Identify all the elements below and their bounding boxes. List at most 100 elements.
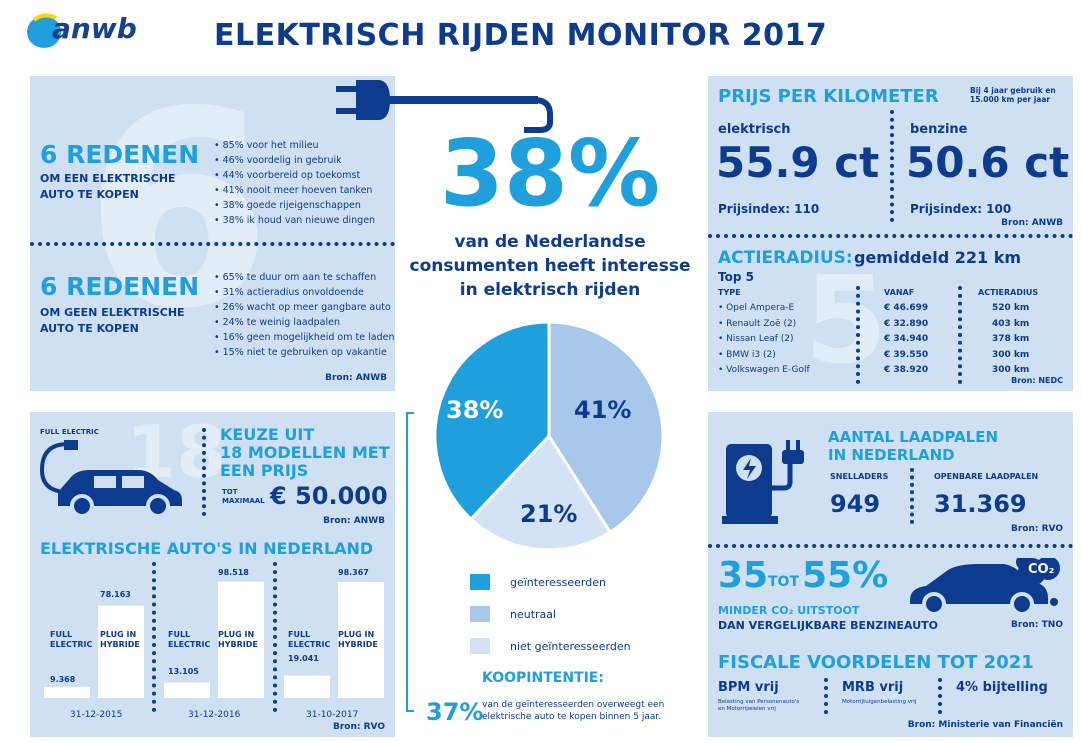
legend-swatch <box>470 638 490 654</box>
divider <box>202 428 206 516</box>
chargers-title2: IN NEDERLAND <box>828 446 955 464</box>
reasons-against-sub2: AUTO TE KOPEN <box>40 322 139 335</box>
legend-item: neutraal <box>470 598 631 630</box>
list-item: 24% te weinig laadpalen <box>214 315 394 330</box>
car-co2-icon <box>910 558 1060 616</box>
range-price-list: € 46.699 € 32.890 € 34.940 € 39.550 € 38… <box>884 301 928 379</box>
open-label: OPENBARE LAADPALEN <box>934 472 1039 481</box>
koop-text2: elektrische auto te kopen binnen 5 jaar. <box>482 712 662 722</box>
cars-nl-title: ELEKTRISCHE AUTO'S IN NEDERLAND <box>40 539 374 558</box>
pie-slice-not-interested <box>468 433 613 552</box>
full-label-1b: ELECTRIC <box>50 640 93 649</box>
legend-item: geïnteresseerden <box>470 566 631 598</box>
price-km-note2: 15.000 km per jaar <box>970 95 1051 104</box>
co2-line2: DAN VERGELIJKBARE BENZINEAUTO <box>718 619 939 632</box>
table-cell: € 39.550 <box>884 349 929 360</box>
list-item: 38% goede rijeigenschappen <box>214 198 375 213</box>
bar-plug-3 <box>338 581 384 698</box>
plug-label-2: PLUG IN <box>218 630 255 639</box>
chargers-title1: AANTAL LAADPALEN <box>828 428 999 446</box>
table-cell: € 34.940 <box>884 334 929 344</box>
reasons-panel: 6 6 REDENEN OM EEN ELEKTRISCHE AUTO TE K… <box>30 76 395 391</box>
koop-bracket <box>406 412 414 712</box>
table-row: Renault Zoë (2) <box>718 317 810 333</box>
pie-label-neutral: 41% <box>574 396 632 424</box>
plug-label-3b: HYBRIDE <box>338 640 378 649</box>
divider <box>30 242 395 246</box>
reasons-for-list: 85% voor het milieu 46% voordelig in geb… <box>214 138 375 228</box>
legend-label: geïnteresseerden <box>510 575 606 589</box>
center-line1: van de Nederlandse <box>454 232 646 252</box>
divider <box>273 562 277 712</box>
divider <box>958 286 962 384</box>
fiscal-title: FISCALE VOORDELEN TOT 2021 <box>718 652 1034 673</box>
table-row: BMW i3 (2) <box>718 348 810 364</box>
list-item: 65% te duur om aan te schaffen <box>214 270 394 285</box>
co2-tot: TOT <box>768 574 800 590</box>
list-item: 46% voordelig in gebruik <box>214 153 375 168</box>
date-2: 31-12-2016 <box>188 710 241 720</box>
plug-value-2: 98.518 <box>218 568 249 577</box>
full-electric-label: FULL ELECTRIC <box>40 428 99 436</box>
snel-value: 949 <box>830 490 881 518</box>
bar-full-2 <box>164 682 210 698</box>
list-item: 44% voorbereid op toekomst <box>214 168 375 183</box>
models-tot: TOT <box>222 488 238 496</box>
mrb-note: Motorrijtuigenbelasting vrij <box>842 699 917 705</box>
list-item: 41% nooit meer hoeven tanken <box>214 183 375 198</box>
koop-text1: van de geïnteresseerden overweegt een <box>482 700 665 710</box>
range-title: ACTIERADIUS: <box>718 248 853 268</box>
full-label-2b: ELECTRIC <box>168 640 211 649</box>
range-col-range: ACTIERADIUS <box>978 288 1039 297</box>
range-top: Top 5 <box>718 270 754 284</box>
plug-icon <box>336 80 553 133</box>
pie-slice-interested <box>433 320 551 522</box>
snel-label: SNELLADERS <box>830 472 889 481</box>
co2-badge: CO₂ <box>1028 562 1055 577</box>
table-cell: 300 km <box>992 365 1030 375</box>
bar-plug-1 <box>98 605 144 698</box>
chargers-panel: AANTAL LAADPALEN IN NEDERLAND SNELLADERS… <box>708 412 1073 737</box>
legend-swatch <box>470 606 490 622</box>
table-cell: 378 km <box>992 334 1030 344</box>
koop-title: KOOPINTENTIE: <box>482 670 604 686</box>
pie-label-not: 21% <box>520 500 578 528</box>
interest-pie-chart <box>433 320 665 552</box>
price-km-title: PRIJS PER KILOMETER <box>718 86 939 107</box>
co2-from: 35 <box>718 555 769 596</box>
list-item: 31% actieradius onvoldoende <box>214 285 394 300</box>
list-item: 38% ik houd van nieuwe dingen <box>214 213 375 228</box>
table-row: Volkswagen E-Golf <box>718 363 809 379</box>
mrb: MRB vrij <box>842 680 904 695</box>
benzine-index: Prijsindex: 100 <box>910 202 1012 216</box>
bijtelling: 4% bijtelling <box>956 680 1048 695</box>
logo-text: anwb <box>52 12 137 45</box>
range-col-type: TYPE <box>718 288 741 297</box>
list-item: 15% niet te gebruiken op vakantie <box>214 345 394 360</box>
list-item: 85% voor het milieu <box>214 138 375 153</box>
bar-full-3 <box>284 675 330 698</box>
divider <box>856 286 860 384</box>
bpm-note2: en Motorrijwielen vrij <box>718 706 776 712</box>
elektrisch-label: elektrisch <box>718 122 791 137</box>
date-1: 31-12-2015 <box>70 710 123 720</box>
models-maximaal: MAXIMAAL <box>222 497 265 505</box>
bar-full-1 <box>44 686 90 698</box>
elektrisch-value: 55.9 ct <box>716 138 880 187</box>
anwb-logo: anwb <box>22 8 140 52</box>
models-line1: KEUZE UIT <box>220 425 315 444</box>
bpm-note1: Belasting van Personenauto's <box>718 699 800 705</box>
price-panel: 5 PRIJS PER KILOMETER Bij 4 jaar gebruik… <box>708 76 1073 391</box>
reasons-against-title: 6 REDENEN <box>40 272 200 301</box>
ghost-5: 5 <box>804 252 888 391</box>
co2-to: 55% <box>802 555 889 596</box>
center-big-pct: 38% <box>439 120 661 227</box>
reasons-source: Bron: ANWB <box>325 373 387 383</box>
range-type-list: Opel Ampera-E Renault Zoë (2) Nissan Lea… <box>718 301 810 379</box>
price-km-source: Bron: ANWB <box>1001 218 1063 228</box>
divider <box>910 468 914 524</box>
bpm: BPM vrij <box>718 680 779 695</box>
cars-nl-source: Bron: RVO <box>332 722 385 732</box>
date-3: 31-10-2017 <box>306 710 359 720</box>
table-cell: 520 km <box>992 303 1030 313</box>
